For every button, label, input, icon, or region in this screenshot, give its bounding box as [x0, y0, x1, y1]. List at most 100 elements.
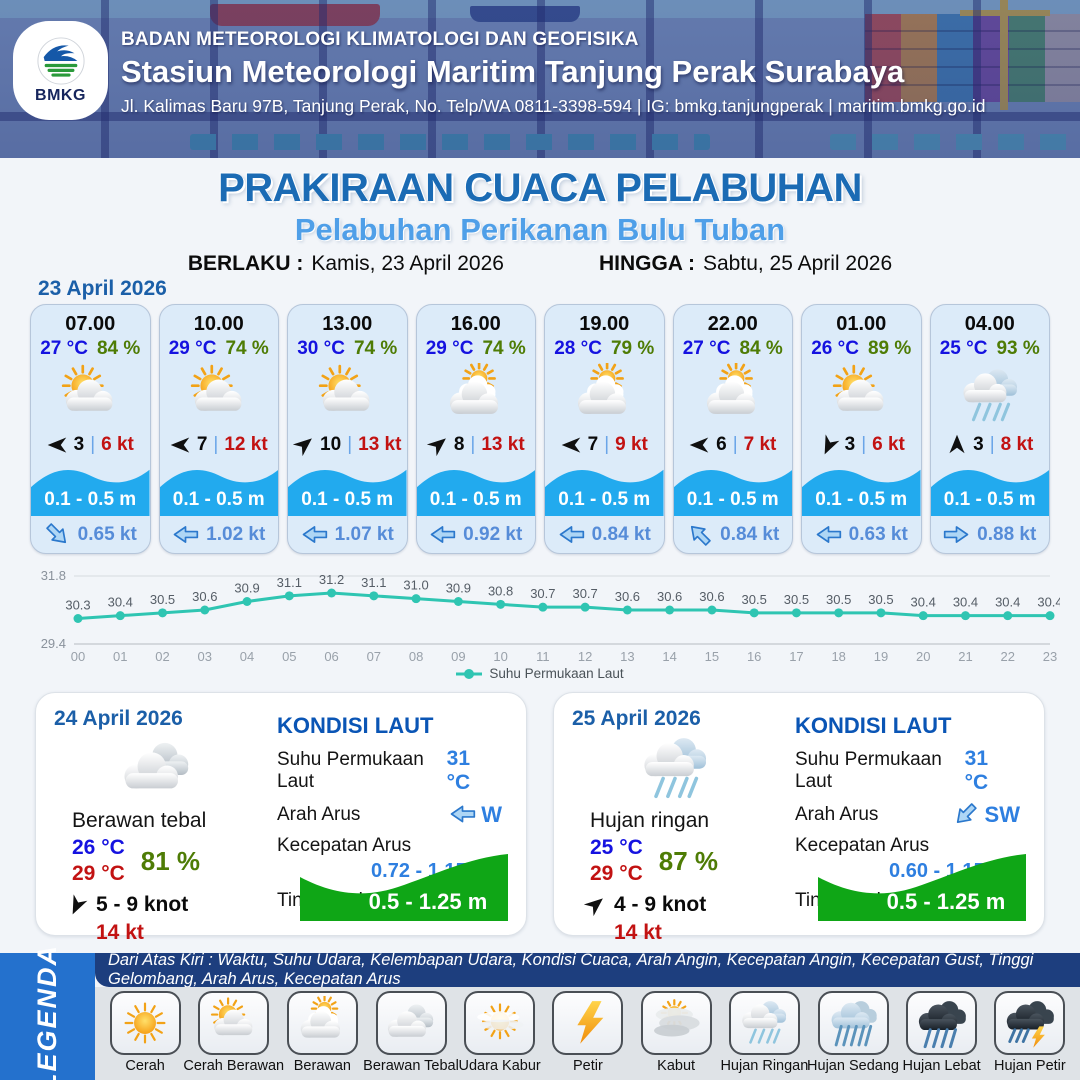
legend-label: Berawan	[293, 1058, 351, 1074]
temp-humidity-row: 26 °C 89 %	[802, 338, 921, 360]
wind-direction-icon	[289, 430, 320, 461]
legend-item: Petir	[544, 991, 632, 1080]
wind-direction-icon	[422, 430, 453, 461]
legend-icon-kabut	[640, 991, 712, 1055]
legend-label: Hujan Lebat	[902, 1058, 981, 1074]
wind-speed: 8	[453, 434, 465, 456]
page-title: PRAKIRAAN CUACA PELABUHAN	[218, 166, 862, 210]
weather-condition: Berawan tebal	[72, 809, 207, 832]
svg-text:30.5: 30.5	[868, 592, 893, 607]
weather-icon-berawan	[545, 361, 664, 431]
legend-item: Hujan Lebat	[898, 991, 986, 1080]
svg-text:17: 17	[789, 649, 803, 664]
air-temperature: 29 °C	[425, 338, 474, 359]
svg-text:15: 15	[705, 649, 719, 664]
humidity-value: 93 %	[996, 338, 1040, 359]
svg-text:30.4: 30.4	[1037, 595, 1060, 610]
current-speed: 1.02 kt	[206, 523, 266, 545]
current-direction-label: Arah Arus	[277, 804, 361, 825]
hingga: HINGGA : Sabtu, 25 April 2026	[599, 252, 892, 276]
wave-height-value: 0.1 - 0.5 m	[301, 489, 394, 511]
hingga-label: HINGGA :	[598, 252, 695, 275]
svg-text:30.4: 30.4	[953, 595, 978, 610]
temp-humidity-row: 30 °C 74 %	[288, 338, 407, 360]
wave-height-value: 0.5 - 1.25 m	[887, 889, 1006, 914]
svg-text:07: 07	[367, 649, 381, 664]
gust-speed: 14 kt	[96, 920, 144, 944]
weather-icon-hujan-ringan	[633, 731, 717, 807]
forecast-card: 22.00 27 °C 84 % 6 | 7 kt 0.1 - 0.5 m 0.…	[672, 304, 793, 554]
daily-summary: 25 April 2026 Hujan ringan 25 °C 29 °C 8…	[572, 707, 777, 944]
svg-text:12: 12	[578, 649, 592, 664]
org-name: BADAN METEOROLOGI KLIMATOLOGI DAN GEOFIS…	[121, 29, 639, 50]
wind-row: 3 | 8 kt	[931, 431, 1050, 460]
hourly-date: 23 April 2026	[38, 277, 167, 300]
chart-legend-label: Suhu Permukaan Laut	[489, 666, 624, 681]
legend-label: Petir	[572, 1058, 603, 1074]
svg-text:30.5: 30.5	[150, 592, 175, 607]
wave-height-band: 0.1 - 0.5 m	[802, 460, 921, 517]
legend-icon-hujan-sedang	[817, 991, 889, 1055]
separator: |	[347, 434, 353, 456]
svg-text:30.6: 30.6	[699, 589, 724, 604]
air-temperature: 27 °C	[682, 338, 731, 359]
wind-row: 5 - 9 knot	[66, 893, 188, 917]
wind-row: 10 | 13 kt	[288, 431, 407, 460]
temp-min: 26 °C	[72, 836, 125, 859]
legend-icon-hujan-ringan	[728, 991, 800, 1055]
legend-label: Cerah Berawan	[183, 1058, 285, 1074]
humidity-value: 89 %	[867, 338, 912, 359]
current-speed: 0.84 kt	[720, 523, 780, 545]
svg-text:01: 01	[113, 649, 127, 664]
wind-row: 4 - 9 knot	[583, 892, 707, 917]
berlaku: BERLAKU : Kamis, 23 April 2026	[188, 252, 504, 276]
weather-icon-hujan-ringan	[931, 361, 1050, 431]
svg-text:23: 23	[1043, 649, 1057, 664]
svg-text:21: 21	[958, 649, 972, 664]
weather-icon-cerah-berawan	[288, 361, 407, 431]
separator: |	[90, 434, 96, 456]
legend-label: Berawan Tebal	[363, 1058, 459, 1074]
wind-direction-icon	[561, 434, 583, 456]
separator: |	[861, 434, 867, 456]
legend-icon-berawan	[286, 991, 358, 1055]
daily-temps: 26 °C 29 °C 81 %	[72, 835, 200, 888]
daily-card: 25 April 2026 Hujan ringan 25 °C 29 °C 8…	[553, 692, 1045, 944]
legend-item: Berawan	[278, 991, 366, 1080]
svg-text:30.5: 30.5	[826, 592, 851, 607]
forecast-card: 04.00 25 °C 93 % 3 | 8 kt 0.1 - 0.5 m 0.…	[929, 304, 1050, 554]
temp-max: 29 °C	[590, 862, 643, 886]
svg-text:31.0: 31.0	[403, 578, 428, 593]
separator: |	[989, 434, 995, 456]
current-speed-label: Kecepatan Arus	[795, 835, 930, 856]
humidity-value: 79 %	[610, 338, 655, 359]
svg-text:30.7: 30.7	[530, 586, 555, 601]
svg-text:22: 22	[1001, 649, 1015, 664]
station-name: Stasiun Meteorologi Maritim Tanjung Pera…	[121, 54, 905, 89]
legend-item: Hujan Petir	[986, 991, 1074, 1080]
wave-height-graphic: 0.5 - 1.25 m	[300, 845, 508, 921]
sea-conditions: KONDISI LAUT Suhu Permukaan Laut 31 °C A…	[259, 707, 508, 921]
svg-text:11: 11	[536, 649, 550, 664]
current-direction-icon	[449, 805, 476, 826]
wind-speed: 7	[587, 434, 599, 456]
weather-condition: Hujan ringan	[590, 809, 710, 832]
legend-item: Hujan Ringan	[720, 991, 808, 1080]
current-direction-icon	[301, 524, 328, 545]
svg-text:02: 02	[155, 649, 169, 664]
wind-direction-icon	[946, 434, 968, 456]
air-temperature: 27 °C	[40, 338, 88, 359]
legend-item: Udara Kabur	[456, 991, 544, 1080]
temp-max: 29 °C	[72, 862, 125, 886]
wind-direction-icon	[62, 890, 91, 919]
wind-direction-icon	[170, 434, 192, 456]
svg-text:19: 19	[874, 649, 888, 664]
sst-chart-svg: 31.8 29.4 30.3 00 30.4 01 30.5 02 30.6 03 30.9 04 31…	[41, 568, 1063, 664]
wind-row: 3 | 6 kt	[31, 431, 150, 460]
wind-range: 4 - 9 knot	[614, 892, 707, 916]
temp-humidity-row: 27 °C 84 %	[674, 338, 793, 360]
current-speed: 1.07 kt	[334, 523, 394, 545]
wind-direction-icon	[689, 434, 711, 456]
current-speed: 0.65 kt	[77, 523, 137, 545]
